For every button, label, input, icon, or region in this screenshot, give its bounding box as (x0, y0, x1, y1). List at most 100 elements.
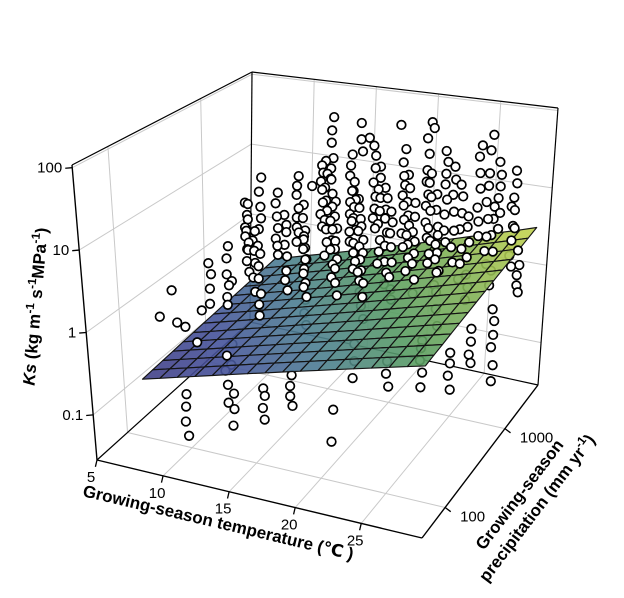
data-point (512, 245, 524, 256)
data-point (416, 367, 428, 378)
data-point (325, 244, 336, 255)
data-point (400, 265, 411, 277)
data-point (255, 201, 266, 212)
floor-temp-gridline (228, 347, 368, 493)
data-point (485, 376, 496, 387)
x-axis-tick (292, 507, 296, 515)
data-point (481, 231, 492, 242)
box-edge (537, 107, 559, 386)
data-point (281, 265, 292, 277)
data-point (456, 243, 467, 255)
z-axis-tick-label: 0.1 (62, 407, 83, 424)
data-point (422, 258, 433, 269)
data-point (301, 291, 312, 303)
data-point (298, 282, 309, 293)
data-point (440, 179, 451, 190)
data-point (347, 372, 358, 384)
y-axis-line (421, 384, 539, 539)
data-point (514, 259, 525, 271)
data-point (509, 223, 520, 234)
data-point (487, 329, 499, 341)
data-point (285, 391, 296, 402)
data-point (511, 270, 522, 281)
data-point (180, 321, 191, 332)
data-point (256, 172, 267, 183)
data-point (425, 205, 436, 216)
data-point (357, 291, 368, 303)
data-point (192, 337, 203, 348)
data-point (347, 149, 358, 160)
data-point (385, 241, 397, 253)
data-point (465, 357, 476, 369)
x-axis-tick (358, 523, 362, 531)
data-point (347, 185, 358, 197)
data-point (293, 170, 304, 182)
left-wall-z-gridline (85, 213, 252, 333)
left-wall-precip-gridline (107, 146, 129, 433)
data-point (463, 349, 474, 360)
data-point (255, 288, 267, 299)
data-point (352, 266, 363, 278)
data-point (373, 246, 384, 257)
data-point (422, 133, 434, 144)
data-point (473, 230, 484, 242)
data-point (356, 134, 367, 145)
data-point (430, 239, 441, 250)
axis-lines-and-ticks (65, 164, 539, 539)
data-point (181, 389, 192, 400)
data-point (228, 420, 239, 431)
x-axis-title: Growing-season temperature (℃ ) (81, 481, 355, 563)
data-point (300, 254, 311, 265)
data-point (386, 257, 397, 268)
data-point (384, 271, 395, 283)
data-point (374, 205, 385, 217)
data-point (353, 225, 364, 237)
data-point (426, 168, 438, 179)
data-point (387, 217, 398, 228)
x-axis-line (96, 459, 423, 539)
data-point (287, 400, 298, 412)
data-point (511, 165, 523, 176)
data-point (444, 384, 455, 395)
data-point (384, 228, 396, 239)
data-point (487, 246, 498, 257)
y-axis-title-line2: precipitation (mm yr-1) (473, 429, 599, 585)
data-point (272, 249, 284, 260)
data-point (326, 174, 337, 185)
data-point (272, 222, 284, 234)
data-point (221, 253, 232, 264)
data-point (204, 283, 216, 294)
data-point (271, 211, 283, 222)
data-point (444, 358, 456, 369)
left-wall-z-gridline (71, 73, 253, 169)
data-point (445, 347, 456, 358)
data-point (221, 269, 232, 280)
data-point (482, 213, 494, 225)
data-point (473, 216, 484, 227)
data-point (326, 137, 337, 148)
data-point (291, 180, 303, 191)
data-point (505, 261, 517, 272)
data-point (222, 241, 234, 252)
x-axis-tick (94, 459, 98, 467)
data-point (259, 390, 270, 402)
data-point (204, 298, 216, 309)
data-point (344, 226, 355, 237)
data-point (205, 269, 217, 280)
x-axis-tick-label: 20 (281, 517, 298, 534)
data-point (370, 162, 381, 174)
data-point (401, 143, 412, 155)
data-point (317, 184, 328, 195)
data-point (495, 156, 506, 168)
data-point (255, 213, 267, 224)
x-axis-tick-label: 5 (87, 469, 95, 486)
data-point (472, 202, 483, 213)
data-point (442, 370, 453, 381)
data-point (464, 237, 475, 248)
floor-temp-gridline (360, 372, 485, 524)
y-axis-tick (444, 506, 452, 513)
data-point (372, 258, 383, 269)
data-point (495, 181, 506, 192)
